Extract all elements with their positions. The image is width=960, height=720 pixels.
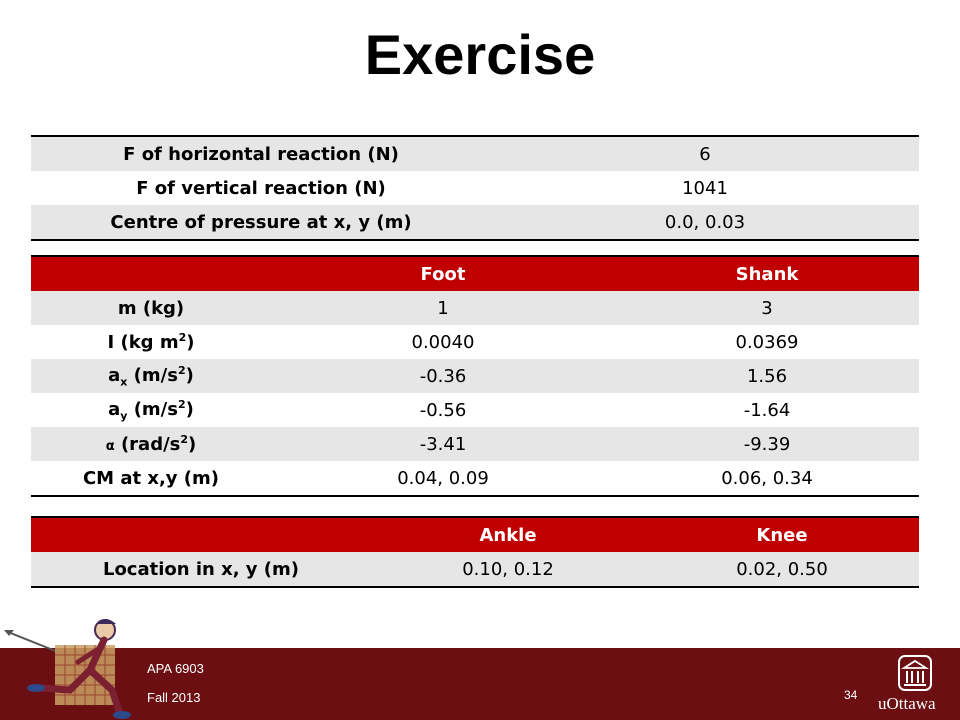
header-ankle: Ankle (371, 516, 645, 552)
header-shank: Shank (615, 255, 919, 291)
table-header-row: Foot Shank (31, 255, 919, 291)
row-value: 6 (699, 143, 711, 165)
header-knee: Knee (645, 516, 919, 552)
table-row: F of vertical reaction (N) 1041 (31, 171, 919, 205)
foot-value: -3.41 (419, 433, 467, 455)
runner-figure-icon (4, 619, 131, 719)
row-label: F of vertical reaction (N) (136, 177, 386, 199)
shank-value: 3 (761, 297, 773, 319)
table-row: α (rad/s2) -3.41 -9.39 (31, 427, 919, 461)
row-label: Location in x, y (m) (102, 558, 300, 580)
joint-table: Ankle Knee Location in x, y (m) 0.10, 0.… (31, 516, 919, 588)
shank-value: 1.56 (746, 365, 788, 387)
row-label: ay (m/s2) (108, 397, 194, 423)
foot-value: -0.56 (419, 399, 467, 421)
header-foot: Foot (271, 255, 615, 291)
table-row: Centre of pressure at x, y (m) 0.0, 0.03 (31, 205, 919, 240)
shank-value: 0.0369 (735, 331, 799, 353)
foot-value: 1 (437, 297, 449, 319)
ankle-value: 0.10, 0.12 (462, 558, 554, 580)
shank-value: -9.39 (743, 433, 791, 455)
row-value: 1041 (682, 177, 728, 199)
row-label: Centre of pressure at x, y (m) (110, 211, 412, 233)
uottawa-logo: uOttawa (878, 694, 936, 713)
table-row: ay (m/s2) -0.56 -1.64 (31, 393, 919, 427)
reaction-table: F of horizontal reaction (N) 6 F of vert… (31, 135, 919, 241)
header-empty (31, 516, 371, 552)
table-row: CM at x,y (m) 0.04, 0.09 0.06, 0.34 (31, 461, 919, 496)
table-row: F of horizontal reaction (N) 6 (31, 136, 919, 171)
page-number: 34 (844, 688, 858, 702)
row-label: I (kg m2) (107, 331, 195, 353)
row-label: CM at x,y (m) (82, 467, 220, 489)
slide-title: Exercise (364, 23, 596, 86)
shank-value: 0.06, 0.34 (721, 467, 813, 489)
segment-table: Foot Shank m (kg) 1 3 I (kg m2) 0.0040 0… (31, 255, 919, 497)
university-building-icon (898, 655, 932, 691)
knee-value: 0.02, 0.50 (736, 558, 828, 580)
table-row: Location in x, y (m) 0.10, 0.12 0.02, 0.… (31, 552, 919, 587)
foot-value: 0.04, 0.09 (397, 467, 489, 489)
footer-bar (0, 648, 960, 720)
header-empty (31, 255, 271, 291)
row-label: m (kg) (117, 297, 185, 319)
row-label: ax (m/s2) (108, 363, 194, 389)
footer-course: APA 6903 (147, 661, 204, 676)
row-label: α (rad/s2) (105, 433, 197, 455)
table-row: ax (m/s2) -0.36 1.56 (31, 359, 919, 393)
foot-value: 0.0040 (411, 331, 475, 353)
row-value: 0.0, 0.03 (664, 211, 746, 233)
table-row: I (kg m2) 0.0040 0.0369 (31, 325, 919, 359)
table-row: m (kg) 1 3 (31, 291, 919, 325)
footer-term: Fall 2013 (147, 690, 201, 705)
foot-value: -0.36 (419, 365, 467, 387)
row-label: F of horizontal reaction (N) (123, 143, 399, 165)
table-header-row: Ankle Knee (31, 516, 919, 552)
shank-value: -1.64 (743, 399, 791, 421)
